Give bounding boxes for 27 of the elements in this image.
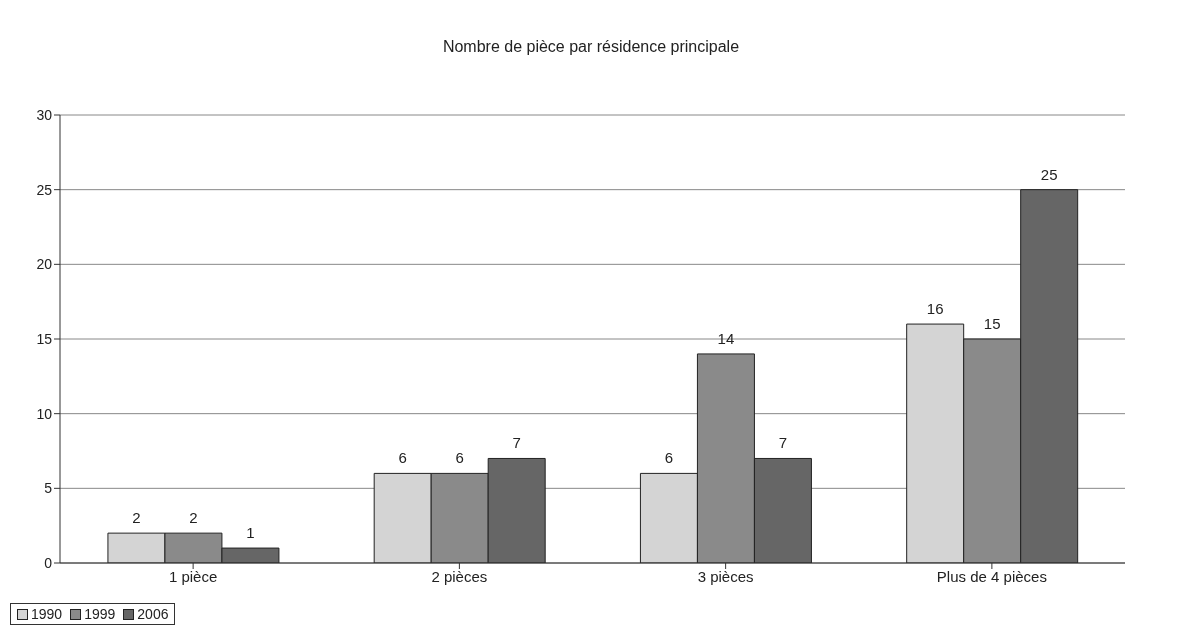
y-tick-label: 5: [44, 480, 53, 497]
data-label: 7: [512, 434, 521, 452]
legend-label: 2006: [136, 606, 169, 622]
y-tick-label: 15: [36, 330, 53, 347]
y-tick-label: 10: [36, 405, 53, 422]
data-label: 6: [398, 449, 407, 467]
data-label: 6: [455, 449, 464, 467]
data-label: 1: [246, 524, 255, 542]
data-label: 7: [778, 434, 788, 452]
data-label: 25: [1040, 165, 1058, 183]
y-tick-label: 0: [44, 554, 53, 571]
data-label: 16: [926, 300, 944, 318]
x-tick-label: Plus de 4 pièces: [936, 567, 1047, 585]
legend-label: 1990: [30, 606, 63, 622]
data-label: 2: [132, 509, 141, 527]
chart-title: Nombre de pièce par résidence principale: [441, 38, 741, 56]
x-tick-label: 2 pièces: [431, 567, 488, 585]
legend-label: 1999: [83, 606, 116, 622]
y-tick-label: 20: [36, 256, 53, 273]
data-label: 6: [664, 449, 674, 467]
y-tick-label: 25: [36, 181, 53, 198]
data-label: 14: [717, 329, 735, 347]
x-tick-label: 1 pièce: [168, 567, 218, 585]
data-label: 15: [983, 315, 1001, 332]
y-tick-label: 30: [36, 106, 53, 123]
x-tick-label: 3 pièces: [697, 567, 754, 585]
data-label: 2: [189, 509, 198, 527]
